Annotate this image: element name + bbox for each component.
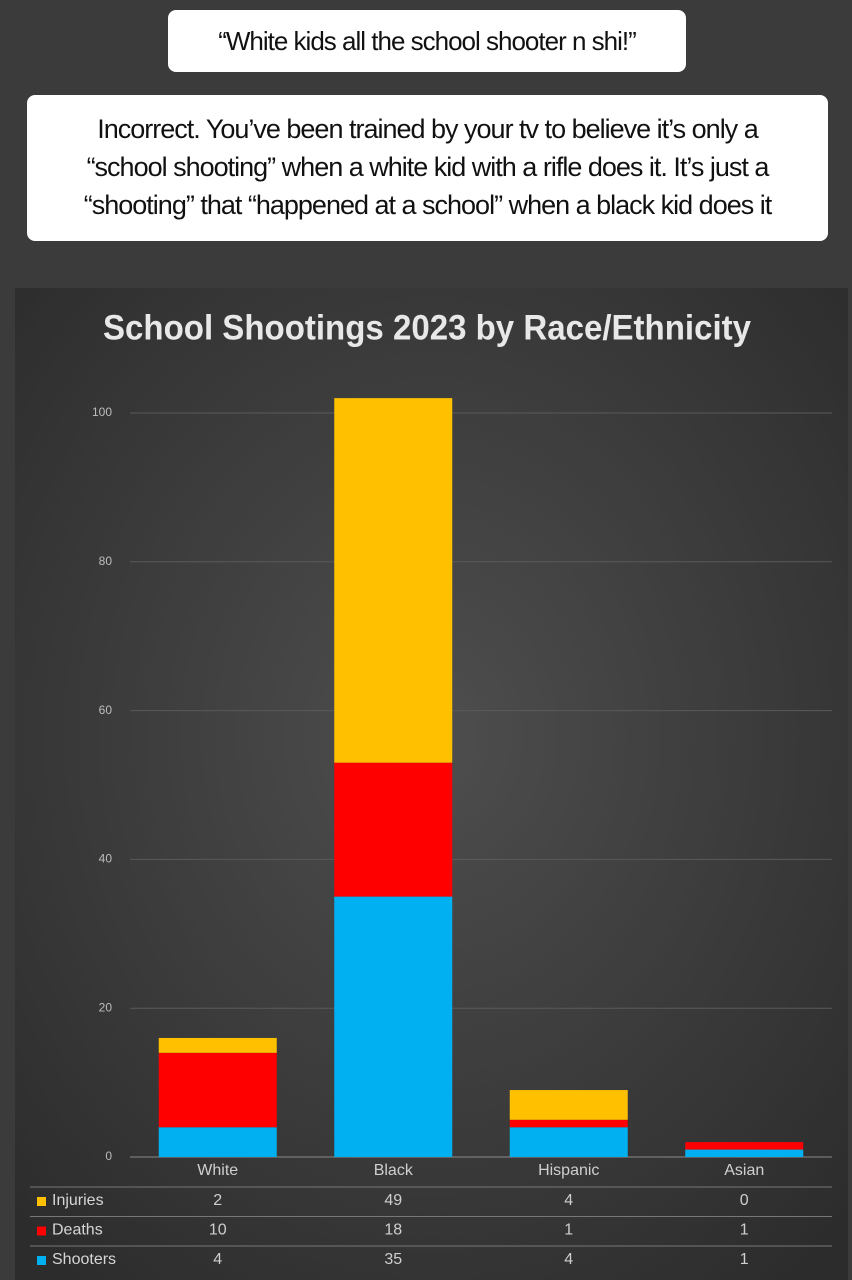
legend-label: Deaths: [52, 1222, 103, 1239]
table-value: 35: [384, 1251, 402, 1268]
table-value: 0: [740, 1192, 749, 1209]
table-value: 1: [740, 1222, 749, 1239]
legend-swatch: [37, 1256, 46, 1265]
bar-segment: [158, 1037, 277, 1053]
legend-swatch: [37, 1226, 46, 1236]
x-tick-label: Hispanic: [538, 1162, 599, 1179]
x-tick-label: Asian: [724, 1162, 764, 1179]
bar-segment: [685, 1142, 804, 1150]
bar-segment: [509, 1119, 628, 1128]
y-tick-label: 40: [99, 852, 113, 866]
caption-line: “shooting” that “happened at a school” w…: [83, 190, 772, 220]
caption-line: Incorrect. You’ve been trained by your t…: [97, 114, 758, 144]
chart-title: School Shootings 2023 by Race/Ethnicity: [103, 308, 751, 347]
y-tick-label: 0: [105, 1149, 112, 1163]
caption: Incorrect. You’ve been trained by your t…: [27, 95, 828, 241]
table-value: 4: [564, 1192, 573, 1209]
bar-segment: [158, 1052, 277, 1128]
table-value: 49: [384, 1192, 402, 1209]
bar-segment: [334, 762, 453, 897]
bar-segment: [509, 1090, 628, 1120]
table-value: 1: [740, 1251, 749, 1268]
table-value: 10: [209, 1222, 227, 1239]
table-value: 4: [213, 1251, 222, 1268]
legend-swatch: [37, 1197, 46, 1206]
x-tick-label: Black: [374, 1162, 414, 1179]
bar-segment: [158, 1127, 277, 1157]
y-tick-label: 20: [99, 1000, 113, 1014]
bar-segment: [334, 398, 453, 763]
x-tick-label: White: [197, 1162, 238, 1179]
bar-segment: [334, 896, 453, 1157]
table-value: 2: [213, 1192, 222, 1209]
legend-label: Injuries: [52, 1192, 104, 1209]
table-value: 4: [564, 1251, 573, 1268]
y-tick-label: 100: [92, 405, 112, 419]
caption: “White kids all the school shooter n shi…: [168, 10, 686, 72]
y-tick-label: 60: [99, 703, 113, 717]
caption-line: “school shooting” when a white kid with …: [86, 152, 770, 182]
bar-segment: [685, 1149, 804, 1157]
legend-label: Shooters: [52, 1251, 116, 1268]
table-value: 18: [384, 1222, 402, 1239]
bar-segment: [509, 1127, 628, 1157]
y-tick-label: 80: [99, 554, 113, 568]
table-value: 1: [564, 1222, 573, 1239]
